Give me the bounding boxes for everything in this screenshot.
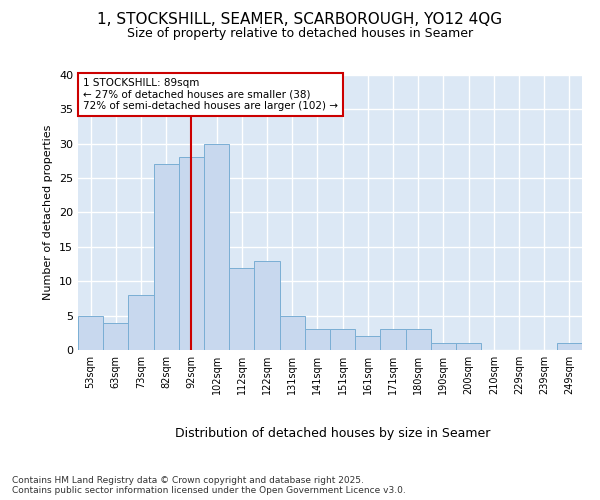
Text: 1 STOCKSHILL: 89sqm
← 27% of detached houses are smaller (38)
72% of semi-detach: 1 STOCKSHILL: 89sqm ← 27% of detached ho…: [83, 78, 338, 111]
Bar: [179, 158, 204, 350]
Bar: [204, 144, 229, 350]
Bar: [305, 330, 330, 350]
Bar: [229, 268, 254, 350]
Bar: [128, 295, 154, 350]
Text: Contains HM Land Registry data © Crown copyright and database right 2025.
Contai: Contains HM Land Registry data © Crown c…: [12, 476, 406, 495]
Bar: [330, 330, 355, 350]
Bar: [254, 260, 280, 350]
Bar: [280, 316, 305, 350]
Y-axis label: Number of detached properties: Number of detached properties: [43, 125, 53, 300]
Bar: [154, 164, 179, 350]
Bar: [380, 330, 406, 350]
Bar: [406, 330, 431, 350]
Text: Distribution of detached houses by size in Seamer: Distribution of detached houses by size …: [175, 428, 491, 440]
Bar: [103, 322, 128, 350]
Bar: [456, 343, 481, 350]
Text: 1, STOCKSHILL, SEAMER, SCARBOROUGH, YO12 4QG: 1, STOCKSHILL, SEAMER, SCARBOROUGH, YO12…: [97, 12, 503, 28]
Bar: [557, 343, 582, 350]
Bar: [355, 336, 380, 350]
Text: Size of property relative to detached houses in Seamer: Size of property relative to detached ho…: [127, 28, 473, 40]
Bar: [78, 316, 103, 350]
Bar: [431, 343, 456, 350]
